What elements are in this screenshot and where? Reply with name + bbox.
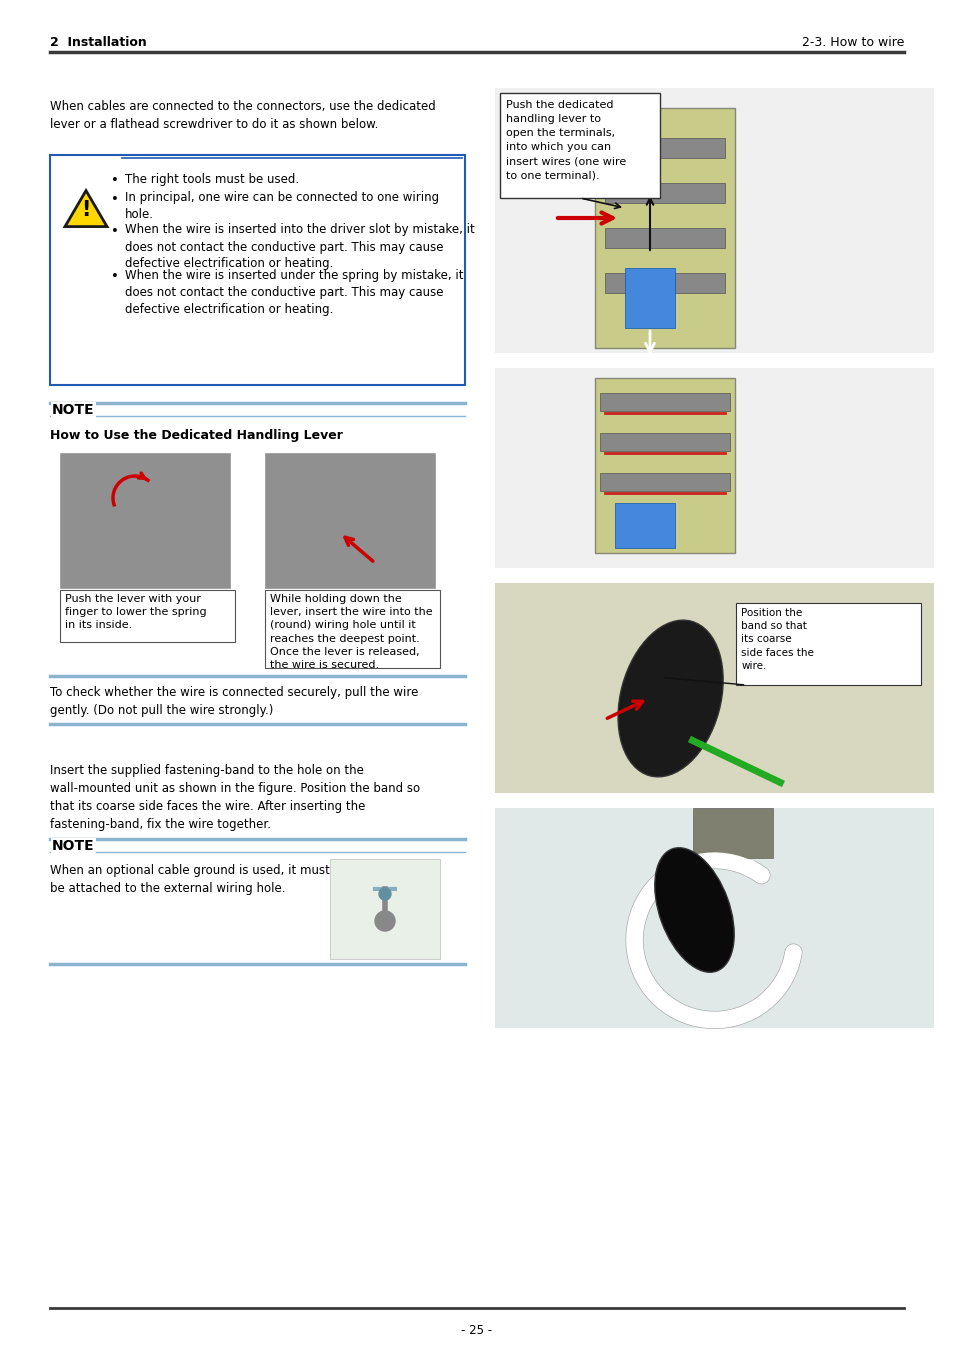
Text: When an optional cable ground is used, it must
be attached to the external wirin: When an optional cable ground is used, i… <box>50 865 330 894</box>
FancyBboxPatch shape <box>595 378 734 553</box>
FancyBboxPatch shape <box>330 859 439 959</box>
FancyBboxPatch shape <box>495 88 933 353</box>
FancyBboxPatch shape <box>495 808 933 1028</box>
Text: Push the dedicated
handling lever to
open the terminals,
into which you can
inse: Push the dedicated handling lever to ope… <box>505 100 625 180</box>
FancyBboxPatch shape <box>499 93 659 199</box>
Text: 2  Installation: 2 Installation <box>50 35 147 49</box>
FancyBboxPatch shape <box>692 808 772 858</box>
FancyBboxPatch shape <box>495 367 933 567</box>
Text: When cables are connected to the connectors, use the dedicated
lever or a flathe: When cables are connected to the connect… <box>50 100 436 131</box>
Text: 2-3. How to wire: 2-3. How to wire <box>801 35 903 49</box>
FancyBboxPatch shape <box>604 228 724 249</box>
Text: In principal, one wire can be connected to one wiring
hole.: In principal, one wire can be connected … <box>125 192 438 222</box>
FancyBboxPatch shape <box>599 393 729 411</box>
Text: To check whether the wire is connected securely, pull the wire
gently. (Do not p: To check whether the wire is connected s… <box>50 686 418 717</box>
Text: NOTE: NOTE <box>52 403 94 417</box>
FancyBboxPatch shape <box>604 138 724 158</box>
FancyBboxPatch shape <box>595 108 734 349</box>
Text: •: • <box>111 174 119 186</box>
Text: Push the lever with your
finger to lower the spring
in its inside.: Push the lever with your finger to lower… <box>65 594 207 631</box>
Text: When the wire is inserted under the spring by mistake, it
does not contact the c: When the wire is inserted under the spri… <box>125 269 463 316</box>
Text: While holding down the
lever, insert the wire into the
(round) wiring hole until: While holding down the lever, insert the… <box>270 594 432 670</box>
Text: The right tools must be used.: The right tools must be used. <box>125 173 299 186</box>
FancyBboxPatch shape <box>60 453 230 588</box>
FancyBboxPatch shape <box>265 453 435 588</box>
FancyBboxPatch shape <box>599 473 729 490</box>
Text: •: • <box>111 270 119 282</box>
FancyBboxPatch shape <box>615 503 675 549</box>
Text: Insert the supplied fastening-band to the hole on the
wall-mounted unit as shown: Insert the supplied fastening-band to th… <box>50 765 419 831</box>
Polygon shape <box>65 190 107 227</box>
Text: How to Use the Dedicated Handling Lever: How to Use the Dedicated Handling Lever <box>50 430 342 442</box>
Text: !: ! <box>81 200 91 220</box>
Circle shape <box>378 888 391 900</box>
FancyBboxPatch shape <box>604 273 724 293</box>
FancyBboxPatch shape <box>495 584 933 793</box>
Circle shape <box>375 911 395 931</box>
Ellipse shape <box>618 620 722 777</box>
Text: - 25 -: - 25 - <box>461 1324 492 1336</box>
FancyBboxPatch shape <box>265 590 439 667</box>
FancyBboxPatch shape <box>736 603 920 685</box>
Ellipse shape <box>654 848 734 973</box>
Text: When the wire is inserted into the driver slot by mistake, it
does not contact t: When the wire is inserted into the drive… <box>125 223 475 270</box>
FancyBboxPatch shape <box>50 155 464 385</box>
FancyBboxPatch shape <box>60 590 234 642</box>
FancyBboxPatch shape <box>604 182 724 203</box>
Text: •: • <box>111 192 119 205</box>
Text: Position the
band so that
its coarse
side faces the
wire.: Position the band so that its coarse sid… <box>740 608 814 671</box>
Text: •: • <box>111 224 119 238</box>
FancyBboxPatch shape <box>624 267 675 328</box>
Text: NOTE: NOTE <box>52 839 94 852</box>
FancyBboxPatch shape <box>599 434 729 451</box>
